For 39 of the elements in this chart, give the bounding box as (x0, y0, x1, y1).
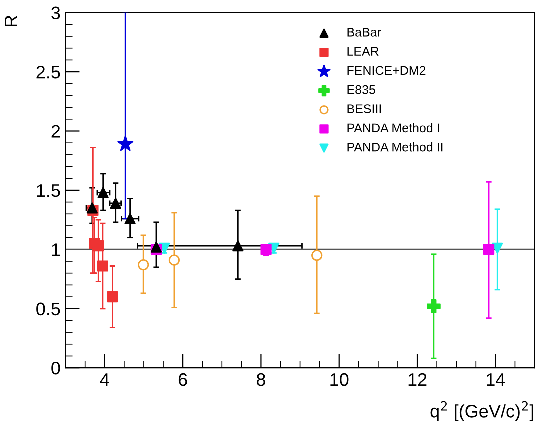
point (138, 260, 150, 271)
y-tick-label: 3 (52, 6, 60, 20)
x-tick-label: 4 (100, 374, 110, 386)
point (159, 242, 170, 254)
point (492, 242, 504, 254)
y-tick-label: 0.5 (36, 302, 60, 316)
y-tick-label: 1.5 (37, 184, 60, 198)
x-tick-label: 6 (178, 373, 188, 386)
legend-label: BaBar (348, 28, 382, 37)
legend-label: PANDA Method I (348, 123, 440, 133)
point (124, 213, 136, 224)
point (150, 242, 162, 253)
x-tick-label: 14 (487, 374, 506, 386)
y-tick-label: 0 (52, 362, 60, 375)
point (93, 240, 104, 252)
x-axis-title: q$^{2}$ [(GeV/c)$^{2}$] (430, 401, 534, 422)
x-tick-label: 8 (256, 373, 266, 386)
point (232, 240, 244, 252)
y-axis-title: R (5, 16, 18, 27)
legend-label: BESIII (348, 104, 382, 114)
x-tick-label: 10 (330, 373, 349, 386)
point (312, 250, 323, 262)
point (118, 136, 134, 152)
x-tick-label: 12 (408, 373, 427, 386)
point (483, 244, 495, 256)
legend-label: LEAR (348, 47, 379, 56)
y-tick-label: 1 (52, 244, 60, 256)
point (168, 254, 180, 266)
point (97, 260, 109, 272)
y-tick-label: 2.5 (36, 66, 60, 79)
point (426, 300, 441, 314)
point (86, 202, 98, 214)
legend-label: PANDA Method II (348, 142, 443, 152)
legend-label: FENICE+DM2 (348, 66, 426, 76)
y-tick-label: 2 (52, 125, 60, 138)
point (98, 187, 109, 198)
point (107, 291, 118, 303)
legend-label: E835 (348, 85, 376, 94)
point (110, 198, 122, 210)
